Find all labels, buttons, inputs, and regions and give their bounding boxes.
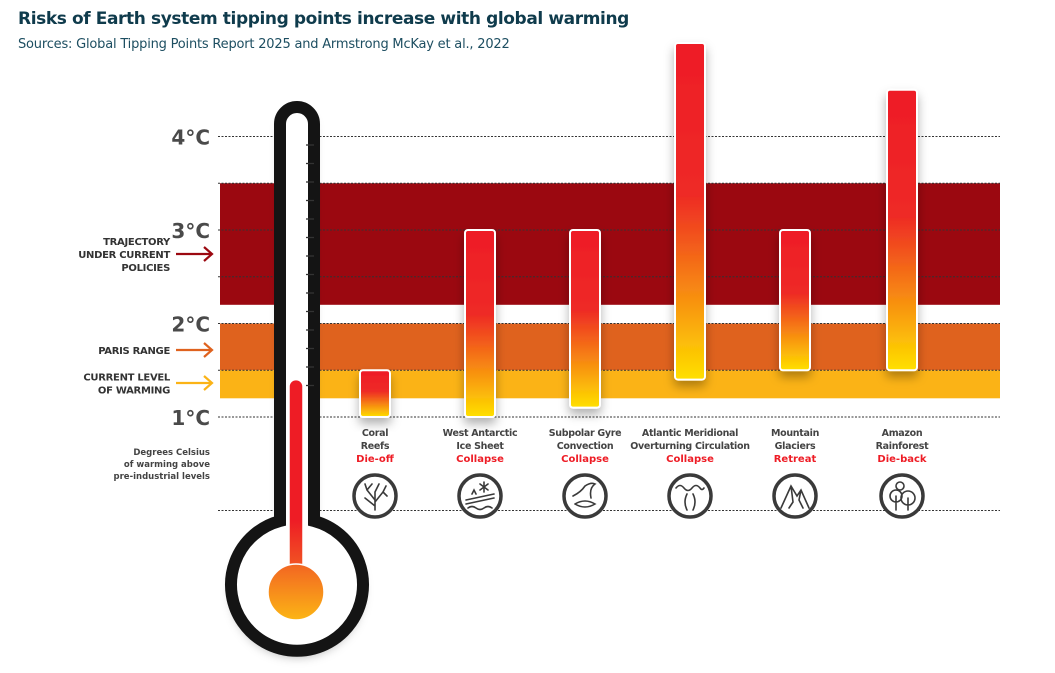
chart-title: Risks of Earth system tipping points inc… <box>18 9 629 29</box>
band-label: POLICIES <box>121 263 170 274</box>
mountain-icon <box>772 473 818 519</box>
range-bar <box>674 42 706 381</box>
thermometer-bulb <box>267 563 325 621</box>
arrow-right-icon <box>176 375 214 391</box>
y-axis-label: of warming above <box>124 460 210 470</box>
forest-icon <box>879 473 925 519</box>
category-outcome: Collapse <box>456 454 504 465</box>
category-name: Convection <box>557 441 614 452</box>
arrow-right-icon <box>176 246 214 262</box>
band-label: OF WARMING <box>98 386 170 397</box>
category-name: Atlantic Meridional <box>642 428 738 439</box>
y-tick-label: 1°C <box>171 406 210 430</box>
band-label: UNDER CURRENT <box>78 250 170 261</box>
category-label: West Antarctic Ice Sheet Collapse <box>443 428 518 465</box>
band-trajectory <box>220 183 1000 305</box>
y-tick-label: 4°C <box>171 126 210 150</box>
category-name: Reefs <box>361 441 390 452</box>
category-name: Coral <box>362 428 388 439</box>
band-paris <box>220 323 1000 371</box>
band-current <box>220 370 1000 399</box>
coral-icon <box>352 473 398 519</box>
range-bar <box>779 229 811 372</box>
category-label: Coral Reefs Die-off <box>356 428 395 465</box>
band-label: CURRENT LEVEL <box>83 373 171 384</box>
band-label: TRAJECTORY <box>103 237 171 248</box>
gyre-icon <box>562 473 608 519</box>
category-name: West Antarctic <box>443 428 518 439</box>
y-tick-label: 2°C <box>171 313 210 337</box>
arrow-right-icon <box>176 342 214 358</box>
chart-subtitle: Sources: Global Tipping Points Report 20… <box>18 37 510 52</box>
y-axis-label: Degrees Celsius <box>133 448 210 458</box>
thermometer-column <box>288 378 304 581</box>
ice-sheet-icon <box>457 473 503 519</box>
category-name: Mountain <box>771 428 820 439</box>
category-name: Overturning Circulation <box>630 441 750 452</box>
range-bar <box>464 229 496 418</box>
y-axis-label: pre-industrial levels <box>114 472 210 482</box>
category-label: Mountain Glaciers Retreat <box>771 428 820 465</box>
range-bar <box>569 229 601 409</box>
thermometer <box>225 101 369 657</box>
category-name: Glaciers <box>775 441 816 452</box>
category-name: Subpolar Gyre <box>549 428 622 439</box>
category-outcome: Retreat <box>774 454 817 465</box>
category-name: Amazon <box>882 428 923 439</box>
category-name: Rainforest <box>876 441 929 452</box>
range-bar <box>359 369 391 418</box>
category-label: Atlantic Meridional Overturning Circulati… <box>630 428 750 465</box>
category-outcome: Collapse <box>666 454 714 465</box>
category-outcome: Collapse <box>561 454 609 465</box>
range-bar <box>886 88 918 372</box>
category-outcome: Die-off <box>356 454 395 465</box>
band-label: PARIS RANGE <box>98 346 170 357</box>
y-tick-label: 3°C <box>171 219 210 243</box>
category-label: Subpolar Gyre Convection Collapse <box>549 428 622 465</box>
category-label: Amazon Rainforest Die-back <box>876 428 930 465</box>
category-outcome: Die-back <box>877 454 926 465</box>
ocean-circulation-icon <box>667 473 713 519</box>
category-name: Ice Sheet <box>456 441 504 452</box>
